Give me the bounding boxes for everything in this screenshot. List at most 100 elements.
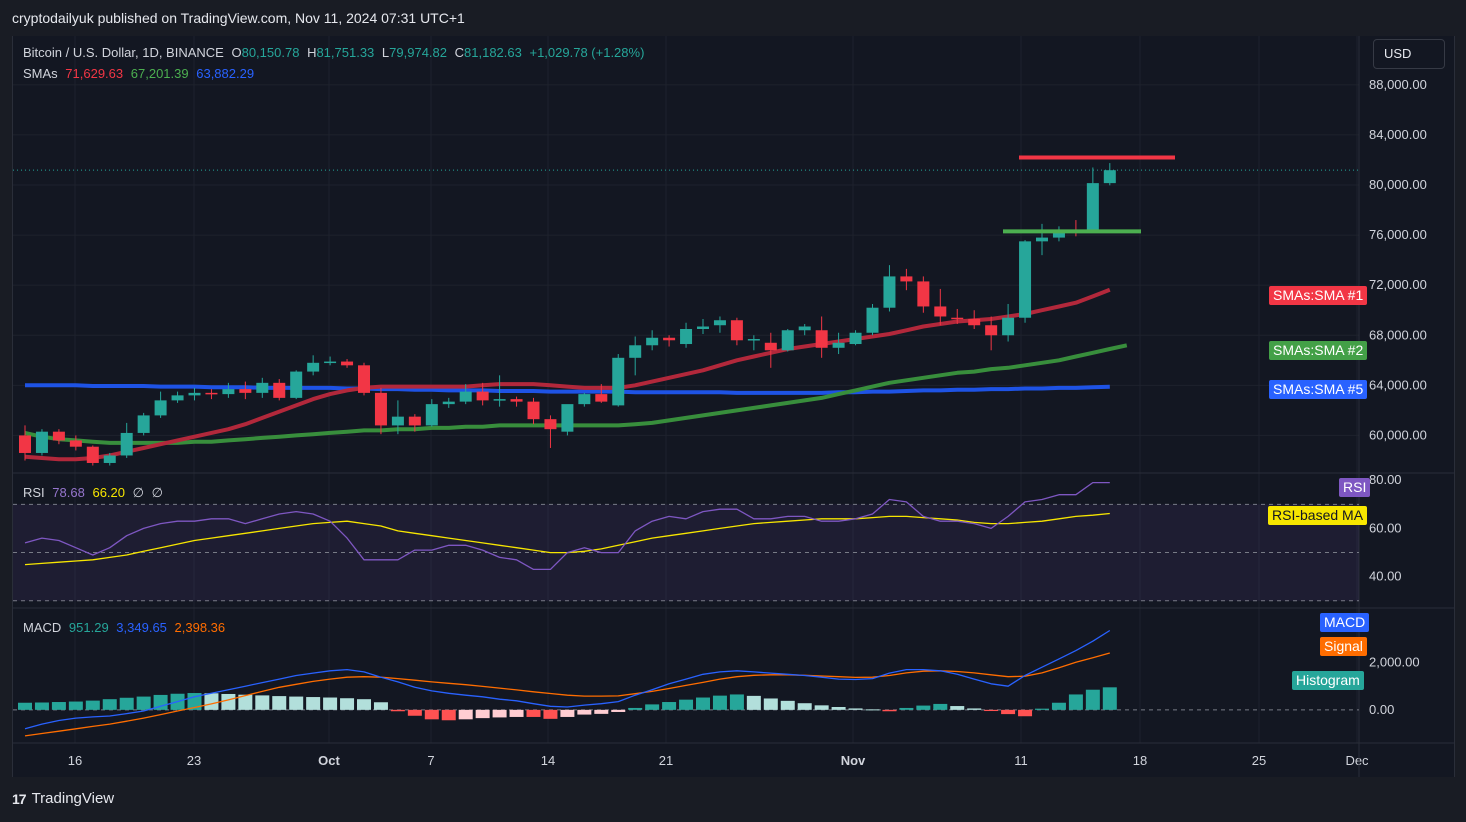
ohlc-high: H81,751.33 bbox=[307, 45, 375, 60]
candle bbox=[798, 323, 811, 336]
signal-line bbox=[24, 652, 1110, 737]
candle-body bbox=[1086, 183, 1099, 232]
candle-body bbox=[256, 382, 269, 393]
macd-histogram-bar bbox=[34, 702, 49, 710]
candle bbox=[747, 335, 760, 351]
histogram-tag: Histogram bbox=[1292, 671, 1364, 690]
candle-body bbox=[781, 330, 794, 351]
macd-value: 3,349.65 bbox=[116, 620, 167, 635]
macd-histogram-bar bbox=[492, 709, 507, 718]
macd-histogram-bar bbox=[509, 709, 524, 717]
sma-line-1 bbox=[24, 287, 1111, 462]
candle-body bbox=[985, 325, 998, 336]
macd-histogram-bar bbox=[645, 704, 660, 710]
candle-body bbox=[103, 455, 116, 463]
rsi-value: 78.68 bbox=[52, 485, 85, 500]
candle-body bbox=[713, 320, 726, 326]
macd-histogram-bar bbox=[543, 709, 558, 719]
candle-body bbox=[358, 365, 370, 393]
macd-histogram-bar bbox=[882, 709, 897, 712]
sma5-tag: SMAs:SMA #5 bbox=[1269, 380, 1368, 399]
candle bbox=[205, 389, 218, 400]
publish-line: cryptodailyuk published on TradingView.c… bbox=[12, 10, 465, 26]
candle bbox=[900, 268, 913, 291]
currency-button[interactable]: USD bbox=[1373, 39, 1445, 69]
macd-histogram-bar bbox=[967, 708, 982, 710]
candle-body bbox=[35, 431, 48, 453]
candle-body bbox=[19, 435, 31, 453]
candle bbox=[408, 414, 421, 432]
candle-body bbox=[459, 391, 472, 402]
candle bbox=[493, 375, 506, 407]
macd-legend[interactable]: MACD 951.29 3,349.65 2,398.36 bbox=[23, 620, 229, 635]
candle bbox=[52, 429, 65, 445]
macd-histogram-bar bbox=[594, 709, 609, 714]
candle bbox=[324, 356, 337, 366]
sma2-tag: SMAs:SMA #2 bbox=[1269, 341, 1368, 360]
price-tick-label: 60,000.00 bbox=[1369, 427, 1427, 442]
candle bbox=[290, 370, 303, 400]
candle bbox=[358, 362, 370, 396]
tradingview-branding[interactable]: 17 TradingView bbox=[12, 790, 114, 807]
price-tick-label: 76,000.00 bbox=[1369, 227, 1427, 242]
rsi-tick-label: 80.00 bbox=[1369, 472, 1402, 487]
macd-histogram-bar bbox=[1068, 694, 1083, 710]
candle-body bbox=[629, 345, 642, 358]
candle bbox=[680, 322, 693, 348]
candle-body bbox=[1002, 317, 1015, 336]
ohlc-open: O80,150.78 bbox=[231, 45, 300, 60]
candle bbox=[985, 316, 998, 351]
candle-body bbox=[52, 431, 65, 441]
macd-histogram-bar bbox=[526, 709, 541, 717]
macd-histogram-bar bbox=[1018, 709, 1033, 717]
macd-histogram-bar bbox=[628, 707, 643, 710]
candle-body bbox=[493, 399, 506, 401]
candle-body bbox=[290, 371, 303, 398]
candle-body bbox=[324, 361, 337, 364]
candle bbox=[273, 379, 286, 401]
candle bbox=[171, 391, 184, 403]
candle bbox=[866, 303, 879, 336]
sma1-tag: SMAs:SMA #1 bbox=[1269, 286, 1368, 305]
candle-body bbox=[188, 392, 201, 396]
macd-histogram-bar bbox=[136, 696, 151, 710]
candle-body bbox=[374, 392, 387, 426]
macd-histogram-bar bbox=[85, 700, 100, 710]
candle bbox=[137, 412, 150, 436]
candle bbox=[730, 317, 743, 346]
candle-body bbox=[917, 281, 930, 307]
candle bbox=[713, 316, 726, 333]
candle bbox=[442, 397, 455, 408]
chart-canvas[interactable]: 16 23 Oct 7 14 21 Nov 11 18 25 Dec 88,000.00 84,000.… bbox=[13, 36, 1454, 777]
rsi-ma-value: 66.20 bbox=[92, 485, 126, 500]
macd-histogram-bar bbox=[780, 700, 795, 710]
rsi-legend[interactable]: RSI 78.68 66.20 ∅ ∅ bbox=[23, 485, 167, 501]
candle-body bbox=[239, 389, 252, 393]
candle bbox=[815, 316, 828, 358]
macd-histogram-bar bbox=[221, 693, 236, 710]
ohlc-change: +1,029.78 (+1.28%) bbox=[529, 45, 645, 60]
macd-histogram-bar bbox=[984, 709, 999, 712]
tradingview-logo-icon: 17 bbox=[12, 790, 27, 807]
chart-panel[interactable]: 16 23 Oct 7 14 21 Nov 11 18 25 Dec 88,000.00 84,000.… bbox=[12, 36, 1455, 777]
candle-body bbox=[137, 415, 150, 433]
signal-tag: Signal bbox=[1320, 637, 1367, 656]
macd-histogram-bar bbox=[848, 708, 863, 710]
candle bbox=[578, 392, 591, 407]
macd-histogram-bar bbox=[424, 709, 439, 720]
candle bbox=[646, 330, 659, 351]
x-tick-label: 21 bbox=[659, 753, 673, 768]
candle bbox=[120, 422, 133, 458]
candle bbox=[69, 435, 82, 451]
candle-body bbox=[171, 395, 184, 401]
candle-body bbox=[798, 326, 811, 331]
candle-body bbox=[1052, 230, 1065, 238]
macd-histogram-bar bbox=[560, 709, 575, 717]
macd-histogram-bar bbox=[916, 705, 931, 710]
sma-legend[interactable]: SMAs 71,629.63 67,201.39 63,882.29 bbox=[23, 66, 258, 81]
candle-body bbox=[408, 416, 421, 426]
candle bbox=[527, 397, 540, 425]
candle bbox=[19, 425, 31, 461]
candle bbox=[764, 332, 777, 368]
macd-histogram-bar bbox=[679, 699, 694, 710]
